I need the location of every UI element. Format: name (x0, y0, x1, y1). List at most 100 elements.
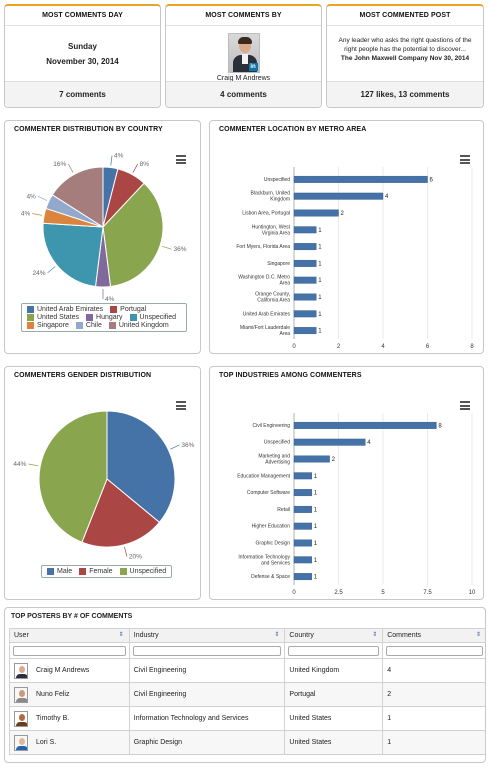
country-legend-item-5[interactable]: Singapore (27, 322, 69, 329)
metro-bar-1[interactable] (293, 192, 384, 200)
metro-bar-5[interactable] (293, 259, 317, 267)
country-legend-item-0[interactable]: United Arab Emirates (27, 306, 103, 313)
metro-category-3: Huntington, West Virginia Area (252, 224, 291, 236)
posters-table: User ⇕ Industry ⇕ Country ⇕ Comments ⇕ Craig… (9, 628, 485, 755)
table-row[interactable]: Nuno Feliz Civil Engineering Portugal 2 (9, 682, 485, 707)
sort-icon[interactable]: ⇕ (372, 632, 378, 638)
table-row[interactable]: Lori S. Graphic Design United States 1 (9, 730, 485, 755)
country-legend-item-6[interactable]: Chile (75, 322, 102, 329)
industry-bar-6[interactable] (293, 522, 312, 530)
industry-category-8: Information Technology and Services (238, 554, 290, 566)
chart-menu-icon[interactable] (460, 155, 470, 164)
avatar[interactable] (14, 686, 28, 703)
metro-value-6: 1 (318, 278, 322, 284)
legend-swatch (110, 306, 118, 313)
industry-bar-1[interactable] (293, 438, 366, 446)
country-legend-item-7[interactable]: United Kingdom (108, 322, 169, 329)
legend-label: United Kingdom (118, 322, 169, 329)
top-posters-card: TOP POSTERS BY # OF COMMENTS User ⇕ Indus… (4, 607, 486, 763)
industry-value-6: 1 (314, 524, 318, 530)
avatar[interactable] (14, 662, 28, 679)
gender-slice-0[interactable] (106, 410, 176, 524)
country-slice-2[interactable] (102, 182, 164, 288)
country-slice-4[interactable] (42, 222, 104, 288)
user-name[interactable]: Lori S. (36, 739, 57, 746)
avatar[interactable] (14, 734, 28, 751)
avatar[interactable] (14, 710, 28, 727)
industry-bar-3[interactable] (293, 472, 312, 480)
metro-bar-3[interactable] (293, 226, 317, 234)
metro-bar-9[interactable] (293, 327, 317, 335)
country-legend-item-1[interactable]: Portugal (110, 306, 146, 313)
chart-menu-icon[interactable] (460, 401, 470, 410)
sort-icon[interactable]: ⇕ (118, 632, 124, 638)
sort-icon[interactable]: ⇕ (476, 632, 482, 638)
country-legend-item-2[interactable]: United States (27, 314, 79, 321)
metro-tick-3: 6 (426, 344, 430, 350)
linkedin-icon[interactable]: in (248, 63, 258, 71)
metro-bar-4[interactable] (293, 243, 317, 251)
country-legend-item-4[interactable]: Unspecified (129, 314, 176, 321)
chart-menu-icon[interactable] (176, 155, 186, 164)
country-cell: United States (284, 730, 384, 755)
gender-legend-item-0[interactable]: Male (47, 568, 72, 575)
country-pie-chart: 4% 8% 36% 4% 24% 4% 4% 16% (21, 153, 187, 303)
gender-legend-item-2[interactable]: Unspecified (119, 568, 166, 575)
country-slice-7[interactable] (51, 166, 104, 228)
legend-label: United Arab Emirates (37, 306, 104, 313)
author-name[interactable]: Craig M Andrews (216, 75, 271, 82)
gender-slice-1[interactable] (81, 478, 161, 548)
user-name[interactable]: Craig M Andrews (36, 667, 90, 674)
filter-comments-input[interactable] (386, 645, 483, 656)
industry-bar-5[interactable] (293, 505, 312, 513)
comments-cell: 4 (382, 658, 485, 683)
metro-bar-7[interactable] (293, 293, 317, 301)
most-comments-by-card: MOST COMMENTS BY in Craig M Andrews 4 co… (165, 4, 322, 108)
metro-bar-6[interactable] (293, 276, 317, 284)
gender-slice-2[interactable] (38, 410, 108, 543)
industry-bar-0[interactable] (293, 421, 437, 429)
metro-value-1: 4 (385, 194, 389, 200)
chart-menu-icon[interactable] (176, 401, 186, 410)
column-header-industry[interactable]: Industry ⇕ (128, 628, 286, 643)
industry-bar-4[interactable] (293, 489, 312, 497)
filter-user-input[interactable] (13, 645, 126, 656)
avatar[interactable]: in (227, 33, 260, 73)
metro-bar-2[interactable] (293, 209, 339, 217)
industry-category-3: Education Management (237, 473, 290, 479)
filter-country-input[interactable] (288, 645, 380, 656)
chart-title: TOP INDUSTRIES AMONG COMMENTERS (219, 372, 362, 379)
metro-bar-8[interactable] (293, 310, 317, 318)
industry-value-0: 8 (438, 423, 442, 429)
table-row[interactable]: Timothy B. Information Technology and Ser… (9, 706, 485, 731)
country-connector-4 (47, 266, 56, 274)
column-header-comments[interactable]: Comments ⇕ (382, 628, 485, 643)
industry-tick-3: 7.5 (423, 590, 432, 596)
metro-bar-0[interactable] (293, 175, 428, 183)
industry-bar-8[interactable] (293, 556, 312, 564)
gender-legend-item-1[interactable]: Female (79, 568, 113, 575)
metro-area-card: COMMENTER LOCATION BY METRO AREA 0 2 4 6 8 6 U… (209, 120, 484, 354)
legend-label: Female (89, 568, 113, 575)
country-label-0: 4% (114, 153, 124, 160)
metro-value-0: 6 (430, 177, 434, 183)
industry-tick-2: 5 (381, 590, 385, 596)
post-excerpt[interactable]: Any leader who asks the right questions … (327, 28, 483, 63)
filter-industry-input[interactable] (132, 645, 282, 656)
user-name[interactable]: Nuno Feliz (36, 691, 70, 698)
column-header-user[interactable]: User ⇕ (9, 628, 130, 643)
column-header-country[interactable]: Country ⇕ (284, 628, 384, 643)
country-legend-item-3[interactable]: Hungary (86, 314, 123, 321)
comments-cell: 2 (382, 682, 485, 707)
industry-bar-7[interactable] (293, 539, 312, 547)
industry-bar-2[interactable] (293, 455, 330, 463)
sort-icon[interactable]: ⇕ (274, 632, 280, 638)
comments-cell: 1 (382, 706, 485, 731)
legend-swatch (119, 568, 127, 575)
legend-swatch (27, 314, 34, 321)
industry-bar-9[interactable] (293, 573, 312, 581)
industry-tick-0: 0 (292, 590, 296, 596)
user-name[interactable]: Timothy B. (36, 715, 70, 722)
metro-category-1: Blackburn, United Kingdom (251, 191, 291, 203)
table-row[interactable]: Craig M Andrews Civil Engineering United K… (9, 658, 485, 683)
